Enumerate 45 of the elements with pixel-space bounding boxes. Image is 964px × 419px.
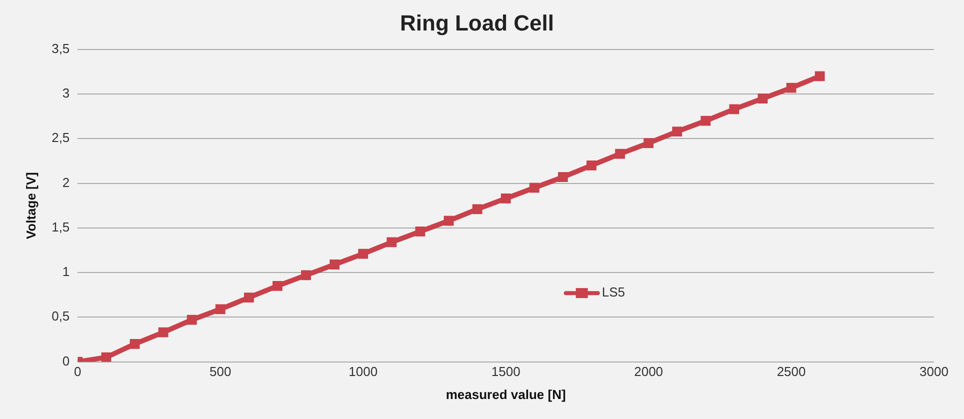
point <box>444 216 454 226</box>
point <box>615 148 625 159</box>
point <box>814 71 825 82</box>
point <box>386 237 397 248</box>
point <box>758 94 768 104</box>
y-tick-label: 1,5 <box>52 219 70 234</box>
x-tick-label: 2500 <box>776 364 806 380</box>
point <box>101 352 112 362</box>
point <box>644 138 654 148</box>
point <box>500 194 511 204</box>
y-tick-label: 3 <box>62 86 70 101</box>
legend-label: LS5 <box>602 284 625 300</box>
x-tick-label: 2000 <box>634 364 664 380</box>
point <box>301 270 311 280</box>
point <box>215 304 226 314</box>
x-axis-title: measured value [N] <box>446 386 566 402</box>
point <box>472 204 482 214</box>
x-tick-label: 500 <box>210 364 232 380</box>
point <box>558 172 568 182</box>
y-tick-label: 0,5 <box>52 308 70 324</box>
point <box>158 327 168 338</box>
point <box>700 116 711 126</box>
x-tick-label: 1000 <box>348 364 378 380</box>
y-tick-label: 1 <box>62 264 70 280</box>
x-tick-label: 1500 <box>491 364 520 380</box>
point <box>586 160 596 170</box>
chart-title: Ring Load Cell <box>400 10 554 36</box>
point <box>786 82 796 93</box>
y-tick-label: 0 <box>62 353 70 368</box>
point <box>272 280 282 291</box>
y-tick-label: 3,5 <box>52 40 70 56</box>
point <box>415 226 426 236</box>
point <box>130 339 140 349</box>
y-tick-label: 2 <box>62 174 70 190</box>
point <box>330 260 340 270</box>
point <box>186 314 197 325</box>
x-tick-label: 0 <box>74 364 82 380</box>
point <box>358 248 368 259</box>
y-axis-title: Voltage [V] <box>23 172 38 240</box>
point <box>244 292 254 302</box>
y-tick-label: 2,5 <box>52 130 70 146</box>
point <box>672 126 682 136</box>
x-tick-label: 3000 <box>920 364 948 380</box>
point <box>529 182 540 193</box>
point <box>729 104 740 114</box>
